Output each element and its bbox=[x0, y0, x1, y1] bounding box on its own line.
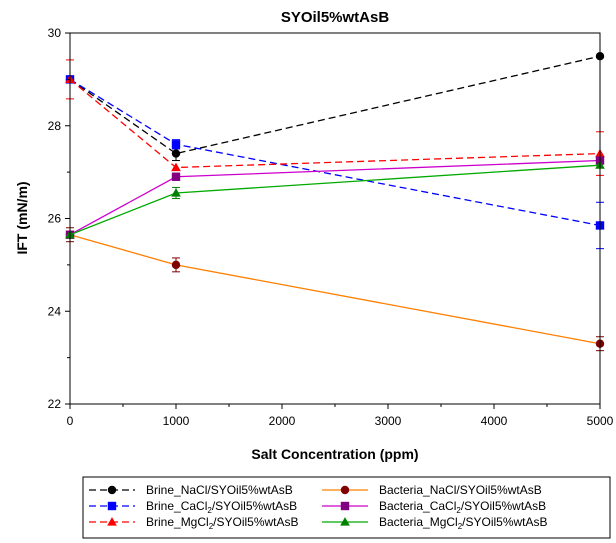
legend-label: Bacteria_MgCl2/SYOil5%wtAsB bbox=[379, 515, 548, 531]
legend-marker bbox=[107, 485, 117, 495]
y-tick-label: 26 bbox=[48, 212, 62, 226]
data-point bbox=[171, 149, 181, 158]
plot-content bbox=[65, 51, 605, 352]
legend-label: Brine_CaCl2/SYOil5%wtAsB bbox=[146, 499, 297, 515]
data-point bbox=[171, 172, 181, 181]
chart-title: SYOil5%wtAsB bbox=[281, 9, 390, 26]
y-tick-label: 24 bbox=[48, 304, 62, 318]
data-point bbox=[171, 140, 181, 149]
data-point bbox=[171, 188, 181, 197]
series-line bbox=[69, 78, 601, 169]
legend-item: Bacteria_NaCl/SYOil5%wtAsB bbox=[322, 483, 542, 497]
series-6 bbox=[65, 160, 605, 239]
data-point bbox=[171, 260, 181, 270]
y-axis-title: IFT (mN/m) bbox=[14, 181, 30, 254]
x-tick-label: 0 bbox=[67, 414, 74, 428]
legend-marker bbox=[340, 501, 350, 511]
legend-item: Brine_CaCl2/SYOil5%wtAsB bbox=[89, 499, 297, 515]
legend-label: Brine_MgCl2/SYOil5%wtAsB bbox=[146, 515, 299, 531]
x-tick-label: 3000 bbox=[375, 414, 402, 428]
legend-item: Brine_MgCl2/SYOil5%wtAsB bbox=[89, 515, 299, 531]
x-axis-title: Salt Concentration (ppm) bbox=[251, 446, 418, 462]
legend-marker bbox=[340, 485, 350, 495]
series-4 bbox=[65, 227, 605, 352]
series-1 bbox=[65, 51, 605, 162]
legend-label: Bacteria_CaCl2/SYOil5%wtAsB bbox=[379, 499, 546, 515]
x-tick-label: 1000 bbox=[163, 414, 190, 428]
series-line bbox=[69, 164, 601, 236]
plot-frame bbox=[69, 32, 601, 405]
y-tick-label: 28 bbox=[48, 119, 62, 133]
series-line bbox=[69, 159, 601, 236]
legend-item: Bacteria_MgCl2/SYOil5%wtAsB bbox=[322, 515, 548, 531]
series-5 bbox=[65, 156, 605, 239]
x-tick-label: 2000 bbox=[269, 414, 296, 428]
x-tick-label: 4000 bbox=[481, 414, 508, 428]
legend: Brine_NaCl/SYOil5%wtAsB Brine_CaCl2/SYOil… bbox=[82, 476, 611, 539]
legend-item: Brine_NaCl/SYOil5%wtAsB bbox=[89, 483, 293, 497]
data-point bbox=[171, 162, 181, 172]
legend-marker bbox=[340, 517, 350, 526]
axes: 0 1000 2000 3000 4000 5000 22 24 26 28 30 bbox=[48, 26, 614, 428]
series-2 bbox=[65, 75, 605, 250]
legend-label: Brine_NaCl/SYOil5%wtAsB bbox=[146, 483, 293, 497]
y-tick-label: 22 bbox=[48, 397, 62, 411]
legend-item: Bacteria_CaCl2/SYOil5%wtAsB bbox=[322, 499, 546, 515]
series-line bbox=[69, 234, 601, 345]
y-tick-label: 30 bbox=[48, 26, 62, 40]
series-line bbox=[69, 55, 601, 155]
legend-marker bbox=[107, 501, 117, 511]
x-tick-label: 5000 bbox=[587, 414, 614, 428]
legend-marker bbox=[107, 517, 117, 526]
legend-label: Bacteria_NaCl/SYOil5%wtAsB bbox=[379, 483, 542, 497]
